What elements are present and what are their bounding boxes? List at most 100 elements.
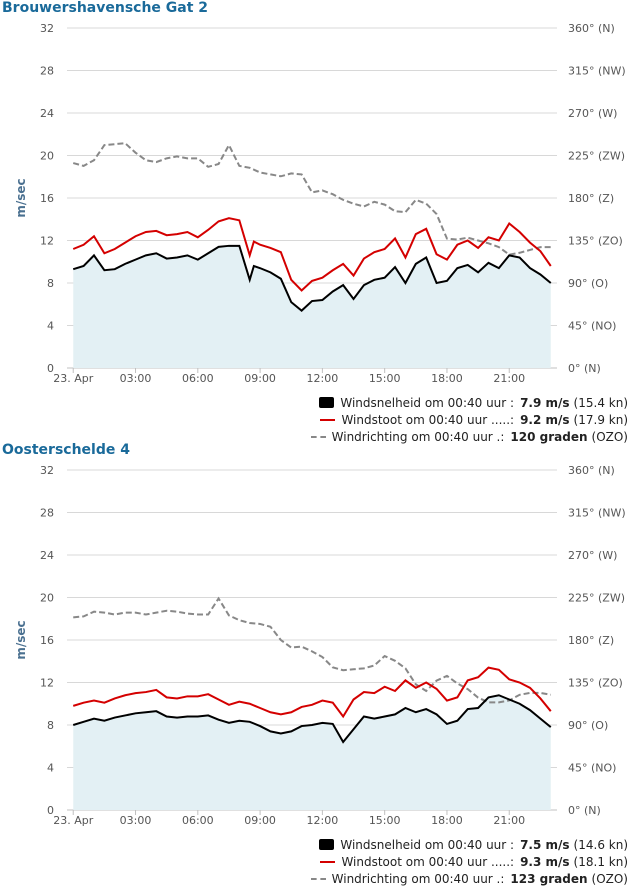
x-tick-label: 09:00 — [244, 372, 276, 385]
y2-tick-label: 315° (NW) — [568, 65, 626, 78]
y-tick-label: 20 — [40, 150, 54, 163]
chart-legend: Windsnelheid om 00:40 uur : 7.9 m/s (15.… — [310, 394, 628, 445]
y-tick-label: 12 — [40, 677, 54, 690]
y2-tick-label: 0° (N) — [568, 362, 601, 375]
x-tick-label: 18:00 — [431, 372, 463, 385]
legend-label: Windrichting om 00:40 uur .: — [331, 429, 505, 444]
legend-item-gust[interactable]: Windstoot om 00:40 uur .....: 9.3 m/s (1… — [311, 853, 628, 870]
chart-panel-2: Oosterschelde 4 0 4 8 12 16 20 24 28 32 0° (N) 45°… — [0, 442, 628, 886]
legend-label: Windrichting om 00:40 uur .: — [331, 871, 505, 886]
legend-label: Windstoot om 00:40 uur .....: — [341, 854, 515, 869]
direction-swatch-icon — [310, 877, 326, 880]
x-tick-label: 12:00 — [307, 814, 339, 827]
chart-panel-1: Brouwershavensche Gat 2 0 4 8 12 16 20 24 28 32 0… — [0, 0, 628, 444]
y-tick-label: 20 — [40, 592, 54, 605]
legend-extra: (OZO) — [591, 429, 628, 444]
y2-tick-label: 360° (N) — [568, 22, 615, 35]
legend-value: 123 graden — [510, 871, 588, 886]
series-line-direction — [72, 142, 551, 256]
legend-extra: (18.1 kn) — [573, 854, 628, 869]
y-tick-label: 12 — [40, 235, 54, 248]
legend-extra: (17.9 kn) — [573, 412, 628, 427]
y-tick-label: 24 — [40, 549, 54, 562]
speed-area — [73, 245, 551, 368]
x-tick-label: 15:00 — [369, 372, 401, 385]
y-tick-label: 4 — [47, 320, 54, 333]
legend-value: 7.9 m/s — [520, 395, 570, 410]
gust-swatch-icon — [320, 418, 336, 421]
speed-swatch-icon — [319, 839, 335, 850]
y-tick-label: 8 — [47, 277, 54, 290]
legend-item-speed[interactable]: Windsnelheid om 00:40 uur : 7.5 m/s (14.… — [311, 836, 628, 853]
x-tick-label: 15:00 — [369, 814, 401, 827]
x-tick-label: 23. Apr — [53, 814, 93, 827]
y2-tick-label: 270° (W) — [568, 549, 617, 562]
series-line-gust — [72, 217, 552, 292]
wind-chart-2: 0 4 8 12 16 20 24 28 32 0° (N) 45° (NO) 90° (O) 135°… — [14, 464, 626, 827]
y-tick-label: 16 — [40, 634, 54, 647]
legend-value: 7.5 m/s — [520, 837, 570, 852]
legend-label: Windsnelheid om 00:40 uur : — [340, 395, 515, 410]
y2-tick-label: 135° (ZO) — [568, 677, 623, 690]
legend-item-direction[interactable]: Windrichting om 00:40 uur .: 123 graden … — [310, 870, 628, 887]
x-tick-label: 09:00 — [244, 814, 276, 827]
x-tick-label: 21:00 — [493, 814, 525, 827]
y-tick-label: 8 — [47, 719, 54, 732]
speed-area — [73, 695, 551, 810]
y-axis-title: m/sec — [14, 620, 28, 659]
y2-tick-label: 45° (NO) — [568, 320, 616, 333]
series-line-speed — [72, 244, 552, 312]
x-tick-label: 06:00 — [182, 372, 214, 385]
y-tick-label: 32 — [40, 464, 54, 477]
y-tick-label: 32 — [40, 22, 54, 35]
x-tick-label: 21:00 — [493, 372, 525, 385]
y-tick-label: 28 — [40, 65, 54, 78]
x-tick-label: 03:00 — [120, 814, 152, 827]
legend-item-direction[interactable]: Windrichting om 00:40 uur .: 120 graden … — [310, 428, 628, 445]
y-tick-label: 24 — [40, 107, 54, 120]
gust-swatch-icon — [320, 860, 336, 863]
legend-label: Windsnelheid om 00:40 uur : — [340, 837, 515, 852]
y2-tick-label: 315° (NW) — [568, 507, 626, 520]
legend-item-speed[interactable]: Windsnelheid om 00:40 uur : 7.9 m/s (15.… — [311, 394, 628, 411]
y2-tick-label: 180° (Z) — [568, 192, 614, 205]
series-line-speed — [72, 694, 552, 744]
x-tick-label: 18:00 — [431, 814, 463, 827]
legend-extra: (15.4 kn) — [573, 395, 628, 410]
y-tick-label: 0 — [47, 804, 54, 817]
legend-value: 120 graden — [510, 429, 588, 444]
y-tick-label: 16 — [40, 192, 54, 205]
y-tick-label: 28 — [40, 507, 54, 520]
speed-swatch-icon — [319, 397, 335, 408]
y-axis-title: m/sec — [14, 178, 28, 217]
panel-title: Oosterschelde 4 — [2, 442, 130, 458]
series-line-direction — [73, 596, 551, 704]
x-tick-label: 06:00 — [182, 814, 214, 827]
chart-legend: Windsnelheid om 00:40 uur : 7.5 m/s (14.… — [310, 836, 628, 887]
y2-tick-label: 45° (NO) — [568, 762, 616, 775]
x-tick-label: 03:00 — [120, 372, 152, 385]
y-tick-label: 0 — [47, 362, 54, 375]
legend-item-gust[interactable]: Windstoot om 00:40 uur .....: 9.2 m/s (1… — [311, 411, 628, 428]
y2-tick-label: 180° (Z) — [568, 634, 614, 647]
panel-title: Brouwershavensche Gat 2 — [2, 0, 209, 16]
y2-tick-label: 270° (W) — [568, 107, 617, 120]
y2-tick-label: 135° (ZO) — [568, 235, 623, 248]
y2-tick-label: 225° (ZW) — [568, 150, 625, 163]
wind-chart-1: 0 4 8 12 16 20 24 28 32 0° (N) 45° (NO) 90° (O) 135°… — [14, 22, 626, 385]
y-tick-label: 4 — [47, 762, 54, 775]
x-tick-label: 12:00 — [307, 372, 339, 385]
direction-swatch-icon — [310, 435, 326, 438]
y2-tick-label: 360° (N) — [568, 464, 615, 477]
series-line-gust — [72, 666, 552, 719]
legend-value: 9.3 m/s — [520, 854, 570, 869]
y2-tick-label: 225° (ZW) — [568, 592, 625, 605]
y2-tick-label: 0° (N) — [568, 804, 601, 817]
legend-extra: (14.6 kn) — [573, 837, 628, 852]
y2-tick-label: 90° (O) — [568, 719, 608, 732]
y2-tick-label: 90° (O) — [568, 277, 608, 290]
x-tick-label: 23. Apr — [53, 372, 93, 385]
legend-label: Windstoot om 00:40 uur .....: — [341, 412, 515, 427]
legend-value: 9.2 m/s — [520, 412, 570, 427]
legend-extra: (OZO) — [591, 871, 628, 886]
